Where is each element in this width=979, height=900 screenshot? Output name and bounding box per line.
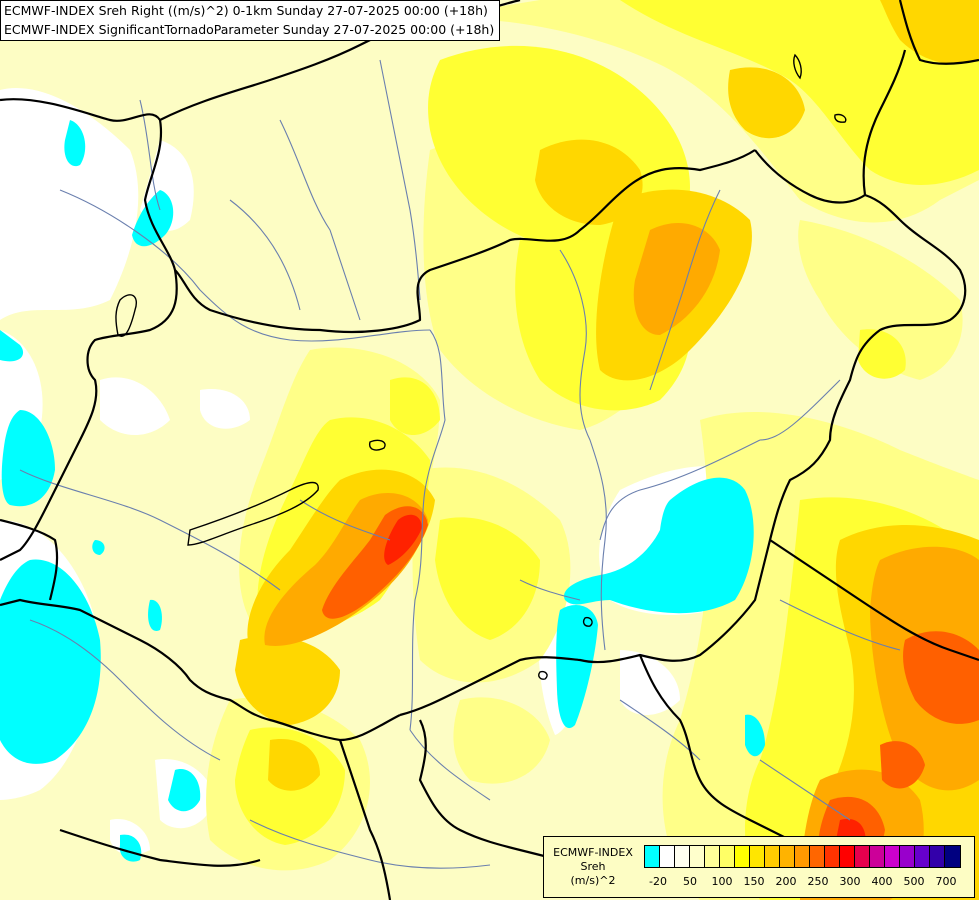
legend-swatch-14 [855,846,870,867]
legend-tick-labels: -20 50 100 150 200 250 300 400 500 700 [644,875,974,889]
legend-swatch-17 [900,846,915,867]
legend-swatch-10 [795,846,810,867]
legend-swatch-4 [705,846,720,867]
legend-unit: (m/s)^2 [570,874,616,887]
legend-tick-8: 500 [903,875,925,888]
border-south [0,598,401,742]
lake-neusiedl [115,294,137,337]
legend-tick-1: 50 [683,875,697,888]
legend-swatch-7 [750,846,765,867]
legend-tick-4: 200 [775,875,797,888]
legend-swatch-3 [690,846,705,867]
legend-swatch-1 [660,846,675,867]
map-title-box: ECMWF-INDEX Sreh Right ((m/s)^2) 0-1km S… [0,0,501,41]
title-line-stp: ECMWF-INDEX SignificantTornadoParameter … [4,22,495,37]
legend-tick-3: 150 [743,875,765,888]
lakes [115,53,847,680]
lake-small-4 [793,53,802,80]
border-south-bottom [338,739,392,900]
title-line-sreh: ECMWF-INDEX Sreh Right ((m/s)^2) 0-1km S… [4,3,488,18]
legend-swatch-0 [645,846,660,867]
legend-swatch-19 [930,846,945,867]
legend-tick-7: 400 [871,875,893,888]
legend-swatch-2 [675,846,690,867]
legend-swatch-15 [870,846,885,867]
legend-swatch-9 [780,846,795,867]
border-east-spur [862,49,907,196]
border-east-north [399,149,967,717]
border-east-lower [769,539,979,662]
lake-small-5 [834,113,847,123]
legend-swatch-12 [825,846,840,867]
lake-small-3 [538,670,548,680]
lake-small-1 [369,439,386,451]
legend-source: ECMWF-INDEX [553,846,633,859]
border-north-west [0,98,756,334]
legend-tick-9: 700 [935,875,957,888]
legend-label: ECMWF-INDEX Sreh (m/s)^2 [548,846,638,888]
lake-small-2 [582,616,593,627]
legend-swatch-13 [840,846,855,867]
legend-swatch-20 [945,846,960,867]
legend-tick-6: 300 [839,875,861,888]
negative-sreh-cyan-areas [0,120,765,862]
legend-swatch-6 [735,846,750,867]
border-south-bottom-left [59,828,261,867]
legend-tick-2: 100 [711,875,733,888]
legend-swatch-8 [765,846,780,867]
legend-swatch-18 [915,846,930,867]
border-north-east-top [898,0,979,65]
legend-swatch-5 [720,846,735,867]
legend-tick-5: 250 [807,875,829,888]
border-south-2 [418,719,581,867]
legend-swatch-16 [885,846,900,867]
river-lines [19,59,901,869]
border-south-west-2 [0,518,59,601]
lake-balaton [187,481,319,546]
border-west [0,269,178,561]
legend-tick-0: -20 [649,875,667,888]
color-legend: ECMWF-INDEX Sreh (m/s)^2 -20 50 100 150 200 2… [543,836,975,898]
legend-parameter: Sreh [580,860,606,873]
legend-swatch-11 [810,846,825,867]
border-south-east [638,654,811,851]
legend-color-bar [644,845,961,868]
